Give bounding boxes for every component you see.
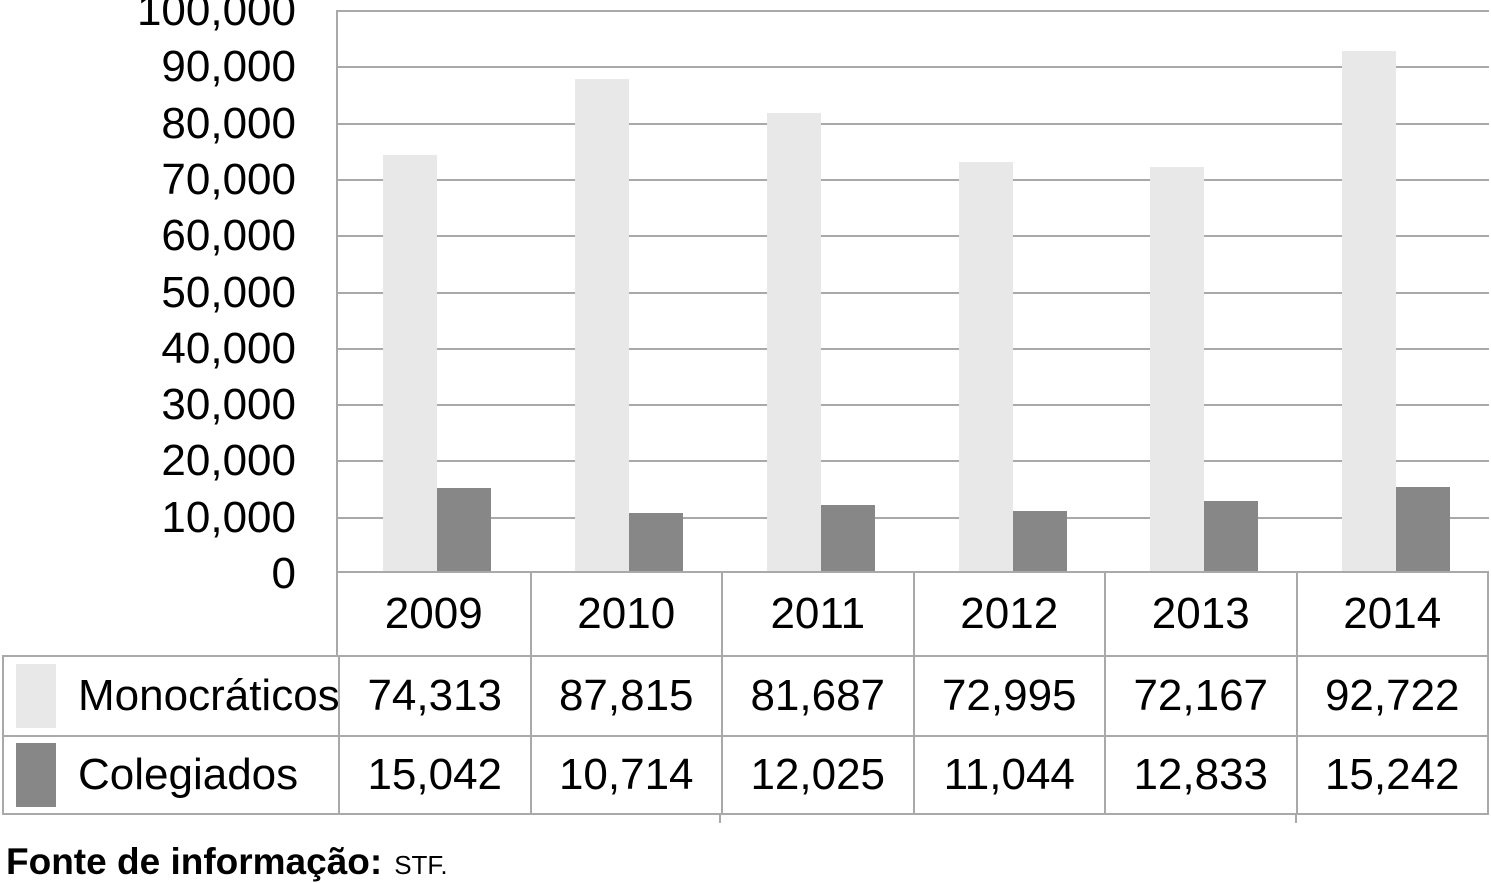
gridline — [338, 292, 1489, 294]
value-cell-2013: 12,833 — [1104, 735, 1296, 813]
y-axis-tick-label: 10,000 — [161, 492, 296, 542]
x-axis-year-row: 2009 2010 2011 2012 2013 2014 — [336, 571, 1489, 657]
gridline — [338, 10, 1489, 12]
bar-monocraticos-2010 — [575, 79, 629, 573]
value-cell-2013: 72,167 — [1104, 657, 1296, 735]
y-axis-tick-label: 60,000 — [161, 211, 296, 261]
bar-colegiados-2011 — [821, 505, 875, 573]
bar-monocraticos-2011 — [767, 113, 821, 573]
y-axis-line — [336, 10, 338, 573]
y-axis-tick-label: 50,000 — [161, 267, 296, 317]
y-axis-tick-label: 70,000 — [161, 154, 296, 204]
value-cell-2010: 87,815 — [529, 657, 722, 735]
legend-label: Monocráticos — [78, 671, 340, 720]
value-cell-2010: 10,714 — [529, 735, 721, 813]
year-cell-2014: 2014 — [1295, 573, 1488, 655]
value-cell-2014: 15,242 — [1295, 735, 1487, 813]
y-axis-tick-label: 90,000 — [161, 42, 296, 92]
value-cell-2009: 15,042 — [338, 735, 530, 813]
y-axis-tick-label: 20,000 — [161, 436, 296, 486]
bar-monocraticos-2009 — [383, 155, 437, 573]
y-axis-tick-label: 100,000 — [136, 0, 296, 35]
gridline — [338, 179, 1489, 181]
data-table: Monocráticos 74,313 87,815 81,687 72,995 72,1… — [2, 655, 1489, 815]
value-cell-2012: 11,044 — [912, 735, 1104, 813]
axis-tick-mark — [719, 813, 721, 823]
value-cell-2011: 81,687 — [721, 657, 913, 735]
value-cell-2011: 12,025 — [721, 735, 913, 813]
bar-monocraticos-2014 — [1342, 51, 1396, 573]
gridline — [338, 348, 1489, 350]
bar-colegiados-2009 — [437, 488, 491, 573]
axis-tick-mark — [1295, 813, 1297, 823]
bar-colegiados-2013 — [1204, 501, 1258, 573]
value-cell-2014: 92,722 — [1295, 657, 1488, 735]
bar-colegiados-2010 — [629, 513, 683, 573]
bar-colegiados-2014 — [1396, 487, 1450, 573]
y-axis-tick-label: 30,000 — [161, 380, 296, 430]
gridline — [338, 235, 1489, 237]
bar-colegiados-2012 — [1013, 511, 1067, 573]
gridline — [338, 123, 1489, 125]
legend-label: Colegiados — [78, 750, 299, 799]
gridline — [338, 517, 1489, 519]
year-cell-2009: 2009 — [384, 589, 483, 638]
value-cell-2009: 74,313 — [338, 657, 530, 735]
plot-area — [338, 10, 1489, 573]
gridline — [338, 66, 1489, 68]
y-axis: 100,000 90,000 80,000 70,000 60,000 50,000 40,… — [0, 0, 296, 660]
source-value: STF. — [394, 850, 448, 880]
legend-swatch-icon — [16, 664, 56, 728]
source-note: Fonte de informação: STF. — [6, 841, 448, 883]
bar-monocraticos-2012 — [959, 162, 1013, 573]
y-axis-tick-label: 0 — [271, 549, 296, 598]
bar-monocraticos-2013 — [1150, 167, 1204, 573]
y-axis-tick-label: 80,000 — [161, 98, 296, 148]
source-label: Fonte de informação: — [6, 841, 383, 882]
gridline — [338, 404, 1489, 406]
year-cell-2011: 2011 — [721, 573, 913, 655]
value-cell-2012: 72,995 — [912, 657, 1105, 735]
legend-cell: Colegiados — [4, 735, 338, 813]
y-axis-tick-label: 40,000 — [161, 323, 296, 373]
legend-cell: Monocráticos — [4, 657, 340, 735]
legend-swatch-icon — [16, 743, 56, 807]
year-cell-2013: 2013 — [1104, 573, 1296, 655]
gridline — [338, 460, 1489, 462]
year-cell-2010: 2010 — [529, 573, 722, 655]
year-cell-2012: 2012 — [912, 573, 1105, 655]
